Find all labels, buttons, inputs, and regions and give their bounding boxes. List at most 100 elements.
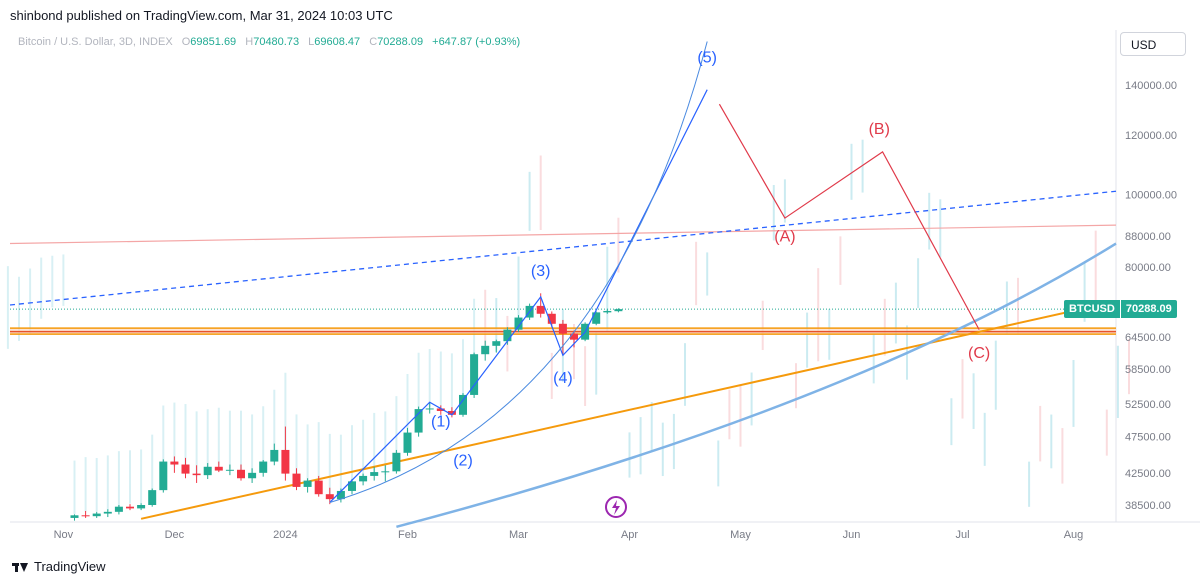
candle-body [103, 511, 112, 514]
channel-dashed-line [9, 190, 1117, 306]
open-key: O [181, 36, 191, 48]
candle-body [126, 506, 134, 509]
ohlc-legend: Bitcoin / U.S. Dollar, 3D, INDEX O69851.… [18, 36, 520, 48]
candle-body [203, 466, 212, 476]
price-tick-label: 100000.00 [1125, 189, 1177, 201]
time-tick-label: Jul [955, 529, 969, 541]
corrective-wave-path [718, 103, 980, 330]
low-value: 69608.47 [314, 36, 361, 48]
wave-label: (4) [553, 370, 573, 387]
candle-body [603, 310, 612, 313]
candle-body [270, 449, 279, 462]
candle-body [381, 471, 390, 473]
candle-body [492, 341, 501, 346]
candle-body [259, 461, 268, 473]
brand-name: TradingView [34, 559, 106, 574]
candle-body [503, 329, 512, 342]
candle-body [92, 513, 101, 517]
footer: TradingView [0, 552, 1200, 582]
candle-body [148, 490, 157, 505]
price-badge-value: 70288.09 [1120, 300, 1177, 318]
time-tick-label: May [730, 529, 751, 541]
price-tick-label: 58500.00 [1125, 364, 1171, 376]
candle-body [436, 408, 445, 411]
candle-body [336, 490, 345, 500]
candle-body [514, 317, 523, 330]
candle-body [481, 345, 490, 355]
candle-body [248, 472, 257, 479]
wave-label: (B) [869, 121, 890, 138]
candle-body [237, 469, 245, 479]
high-key: H [245, 36, 254, 48]
time-tick-label: Mar [509, 529, 528, 541]
candle-body [447, 410, 456, 415]
candle-body [292, 473, 301, 487]
candle-body [359, 475, 368, 482]
candle-body [370, 472, 379, 476]
candle-body [592, 312, 601, 324]
wave-label: (A) [774, 229, 795, 246]
candle-body [403, 432, 412, 453]
candle-body [70, 515, 79, 518]
candle-body [159, 461, 168, 491]
resistance-trendline [9, 224, 1117, 245]
candle-body [137, 505, 146, 509]
wave-label: (1) [431, 414, 451, 431]
change-value: +647.87 (+0.93%) [432, 36, 521, 48]
close-key: C [369, 36, 378, 48]
candle-body [225, 469, 234, 471]
impulse-wave-path [329, 89, 708, 503]
candle-body [558, 323, 567, 334]
candle-body [303, 480, 312, 487]
currency-button[interactable]: USD [1120, 32, 1186, 56]
tradingview-logo[interactable]: TradingView [12, 559, 106, 574]
time-tick-label: Dec [165, 529, 185, 541]
candle-body [314, 480, 323, 495]
candle-body [536, 305, 545, 314]
candle-body [192, 473, 201, 476]
wave-label: (3) [531, 263, 551, 280]
price-tick-label: 80000.00 [1125, 262, 1171, 274]
candle-body [114, 506, 123, 512]
candle-body [181, 464, 190, 474]
candle-body [470, 354, 479, 395]
price-tick-label: 120000.00 [1125, 130, 1177, 142]
price-chart[interactable]: (1) (2) (3) (4) (5) (A) (B) (C) 140000.00 120000.… [0, 0, 1200, 552]
candle-body [281, 449, 290, 474]
open-value: 69851.69 [190, 36, 237, 48]
time-tick-label: Aug [1064, 529, 1084, 541]
light-blue-curve [396, 242, 1117, 529]
wave-label: (2) [453, 452, 473, 469]
header-bar: shinbond published on TradingView.com, M… [0, 0, 1200, 30]
lightning-icon [605, 496, 627, 518]
publish-line: shinbond published on TradingView.com, M… [10, 8, 393, 23]
tradingview-icon [12, 561, 28, 573]
candle-body [392, 452, 401, 472]
orange-trendline [140, 300, 1117, 520]
lightning-icon-bolt [612, 500, 620, 515]
candle-body [214, 466, 223, 471]
candle-body [570, 333, 578, 340]
time-tick-label: Apr [621, 529, 638, 541]
price-tick-label: 52500.00 [1125, 399, 1171, 411]
price-badge: BTCUSD 70288.09 [1064, 300, 1177, 318]
price-badge-symbol: BTCUSD [1064, 300, 1120, 318]
parabolic-curve [329, 41, 708, 503]
time-tick-label: Nov [54, 529, 74, 541]
time-tick-label: 2024 [273, 529, 297, 541]
candle-body [348, 481, 356, 491]
high-value: 70480.73 [253, 36, 300, 48]
time-tick-label: Jun [843, 529, 861, 541]
candle-body [425, 408, 434, 410]
price-tick-label: 88000.00 [1125, 231, 1171, 243]
candle-body [547, 313, 556, 324]
symbol-description[interactable]: Bitcoin / U.S. Dollar, 3D, INDEX [18, 36, 173, 48]
close-value: 70288.09 [377, 36, 424, 48]
price-tick-label: 47500.00 [1125, 432, 1171, 444]
price-tick-label: 140000.00 [1125, 80, 1177, 92]
time-tick-label: Feb [398, 529, 417, 541]
candle-body [414, 409, 423, 433]
candle-body [170, 461, 179, 465]
price-tick-label: 38500.00 [1125, 500, 1171, 512]
candle-body [459, 394, 467, 415]
